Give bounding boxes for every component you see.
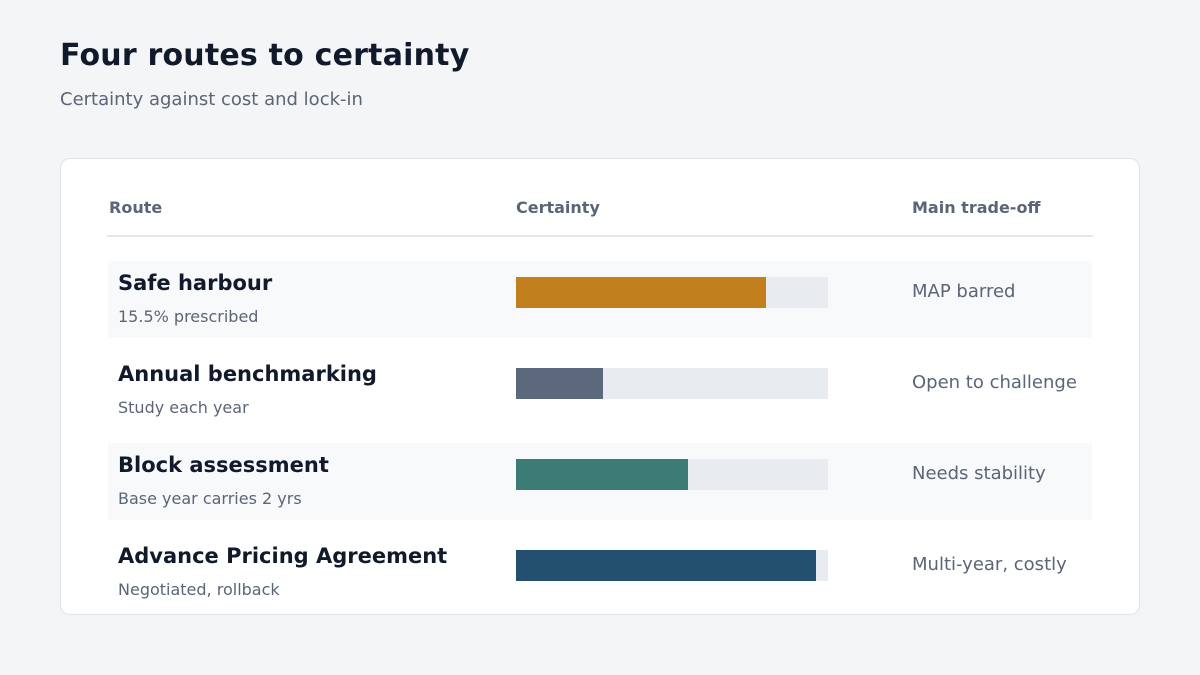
certainty-bar (516, 368, 603, 399)
tradeoff-text: Needs stability (912, 463, 1046, 484)
tradeoff-text: Multi-year, costly (912, 554, 1067, 575)
table-row: Advance Pricing Agreement Negotiated, ro… (108, 534, 1092, 611)
table-row: Safe harbour 15.5% prescribed MAP barred (108, 261, 1092, 338)
page-subtitle: Certainty against cost and lock-in (60, 89, 363, 110)
certainty-bar (516, 459, 688, 490)
column-header-route: Route (109, 198, 163, 217)
route-note: Negotiated, rollback (118, 580, 280, 599)
certainty-track (516, 368, 828, 399)
column-header-certainty: Certainty (516, 198, 600, 217)
certainty-track (516, 277, 828, 308)
header-divider (107, 235, 1093, 237)
route-note: Study each year (118, 398, 249, 417)
route-name: Annual benchmarking (118, 362, 377, 386)
route-note: 15.5% prescribed (118, 307, 259, 326)
page-title: Four routes to certainty (60, 38, 470, 73)
tradeoff-text: Open to challenge (912, 372, 1077, 393)
route-name: Block assessment (118, 453, 329, 477)
table-row: Annual benchmarking Study each year Open… (108, 352, 1092, 429)
column-header-tradeoff: Main trade-off (912, 198, 1041, 217)
route-name: Advance Pricing Agreement (118, 544, 448, 568)
tradeoff-text: MAP barred (912, 281, 1016, 302)
certainty-bar (516, 550, 816, 581)
certainty-bar (516, 277, 766, 308)
certainty-track (516, 550, 828, 581)
route-note: Base year carries 2 yrs (118, 489, 302, 508)
route-name: Safe harbour (118, 271, 273, 295)
table-row: Block assessment Base year carries 2 yrs… (108, 443, 1092, 520)
certainty-track (516, 459, 828, 490)
